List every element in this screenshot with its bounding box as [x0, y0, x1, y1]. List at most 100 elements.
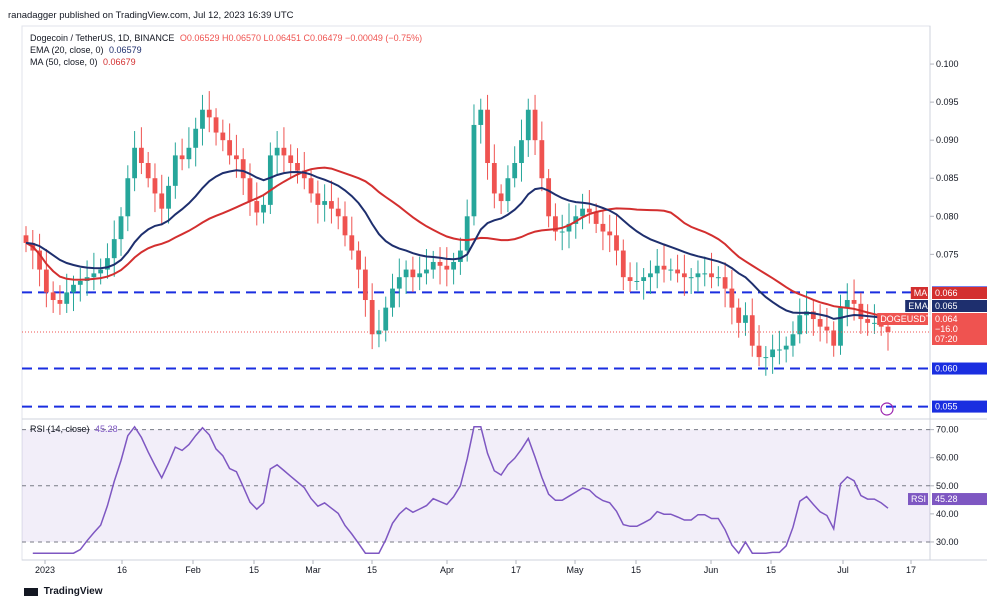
price-tag-value: 0.065	[935, 301, 958, 311]
candle-body	[885, 326, 891, 332]
candle-body	[295, 163, 300, 171]
level-tag-label: 0.060	[935, 364, 958, 374]
time-tick-label: 15	[249, 565, 259, 575]
price-tag-value: 0.064	[935, 314, 958, 324]
candle-body	[172, 155, 178, 186]
price-tag-name: MA	[914, 288, 928, 298]
candle-body	[247, 178, 253, 202]
price-tag-name-box	[877, 313, 928, 325]
candle-body	[403, 269, 409, 278]
candle-body	[227, 140, 233, 156]
candle-body	[729, 288, 735, 308]
price-tag-value-box	[932, 287, 987, 299]
candle-body	[817, 319, 823, 327]
price-tag-value: −16.0	[935, 324, 958, 334]
rsi-tick-label: 30.00	[936, 537, 959, 547]
rsi-tag-value: 45.28	[935, 494, 958, 504]
publisher-header: ranadagger published on TradingView.com,…	[8, 10, 294, 21]
candle-body	[329, 201, 334, 209]
candle-body	[125, 178, 131, 217]
time-tick-label: May	[566, 565, 584, 575]
candle-body	[580, 208, 585, 217]
candle-body	[654, 265, 660, 274]
candle-body	[532, 109, 538, 141]
candle-body	[77, 280, 83, 285]
candle-body	[586, 208, 592, 213]
candle-body	[478, 109, 484, 125]
legend-ma: MA (50, close, 0)	[30, 57, 98, 67]
candle-body	[376, 330, 382, 335]
candle-body	[810, 311, 816, 320]
candle-body	[573, 216, 579, 224]
candle-body	[200, 109, 205, 129]
rsi-tick-label: 70.00	[936, 425, 959, 435]
candle-body	[715, 277, 721, 279]
candle-body	[159, 193, 165, 209]
price-tick-label: 0.090	[936, 135, 959, 145]
candle-body	[865, 319, 871, 323]
candle-body	[71, 284, 76, 293]
candle-body	[369, 300, 375, 335]
legend-symbol-line: Dogecoin / TetherUS, 1D, BINANCE O0.0652…	[30, 32, 422, 44]
time-tick-label: Apr	[440, 565, 454, 575]
candle-body	[634, 280, 640, 282]
candle-body	[444, 265, 450, 270]
candle-body	[437, 261, 443, 266]
tradingview-logo-icon	[24, 587, 38, 596]
candle-body	[105, 258, 110, 270]
candle-body	[349, 235, 355, 251]
ma-50-line	[25, 166, 889, 319]
candle-body	[111, 239, 117, 259]
time-tick-label: 16	[117, 565, 127, 575]
candle-body	[261, 204, 266, 213]
candle-body	[424, 269, 429, 274]
candle-body	[145, 163, 151, 179]
time-tick-label: Mar	[305, 565, 321, 575]
candle-body	[872, 322, 877, 324]
candle-body	[37, 250, 42, 270]
rsi-tag-name: RSI	[911, 494, 926, 504]
candle-body	[519, 140, 524, 164]
price-tag-value: 0.066	[935, 288, 958, 298]
rsi-legend-label: RSI (14, close)	[30, 424, 90, 434]
time-tick-label: 2023	[35, 565, 55, 575]
candle-body	[98, 269, 104, 274]
candle-body	[553, 216, 558, 232]
candle-body	[756, 345, 762, 358]
candle-body	[627, 277, 633, 281]
candle-body	[763, 357, 769, 359]
candle-body	[614, 235, 619, 251]
candle-body	[797, 315, 803, 335]
rsi-legend: RSI (14, close) 45.28	[30, 424, 118, 434]
price-tag-name: EMA	[908, 301, 928, 311]
candle-body	[485, 109, 490, 164]
candle-body	[91, 273, 97, 278]
candle-body	[709, 273, 714, 278]
candle-body	[356, 250, 361, 270]
candle-body	[790, 334, 796, 346]
candle-body	[498, 193, 504, 202]
candle-body	[722, 277, 728, 289]
price-tag-value-box	[932, 313, 987, 325]
rsi-legend-value: 45.28	[95, 424, 118, 434]
candle-body	[234, 155, 239, 160]
chart-legend: Dogecoin / TetherUS, 1D, BINANCE O0.0652…	[30, 32, 422, 68]
candle-body	[179, 155, 185, 160]
candle-body	[702, 273, 708, 275]
candle-body	[512, 163, 518, 179]
candle-body	[681, 273, 687, 278]
candle-body	[342, 216, 348, 236]
candle-body	[57, 300, 63, 304]
time-tick-label: 15	[631, 565, 641, 575]
candle-body	[362, 269, 368, 301]
candle-body	[471, 124, 477, 217]
candle-body	[451, 261, 457, 270]
price-tag-name-box	[910, 287, 928, 299]
time-tick-label: Jul	[837, 565, 849, 575]
candle-body	[193, 128, 199, 148]
legend-symbol: Dogecoin / TetherUS, 1D, BINANCE	[30, 33, 175, 43]
candle-body	[396, 277, 402, 289]
price-tick-label: 0.085	[936, 173, 959, 183]
time-tick-label: 15	[367, 565, 377, 575]
legend-ma-line: MA (50, close, 0) 0.06679	[30, 56, 422, 68]
